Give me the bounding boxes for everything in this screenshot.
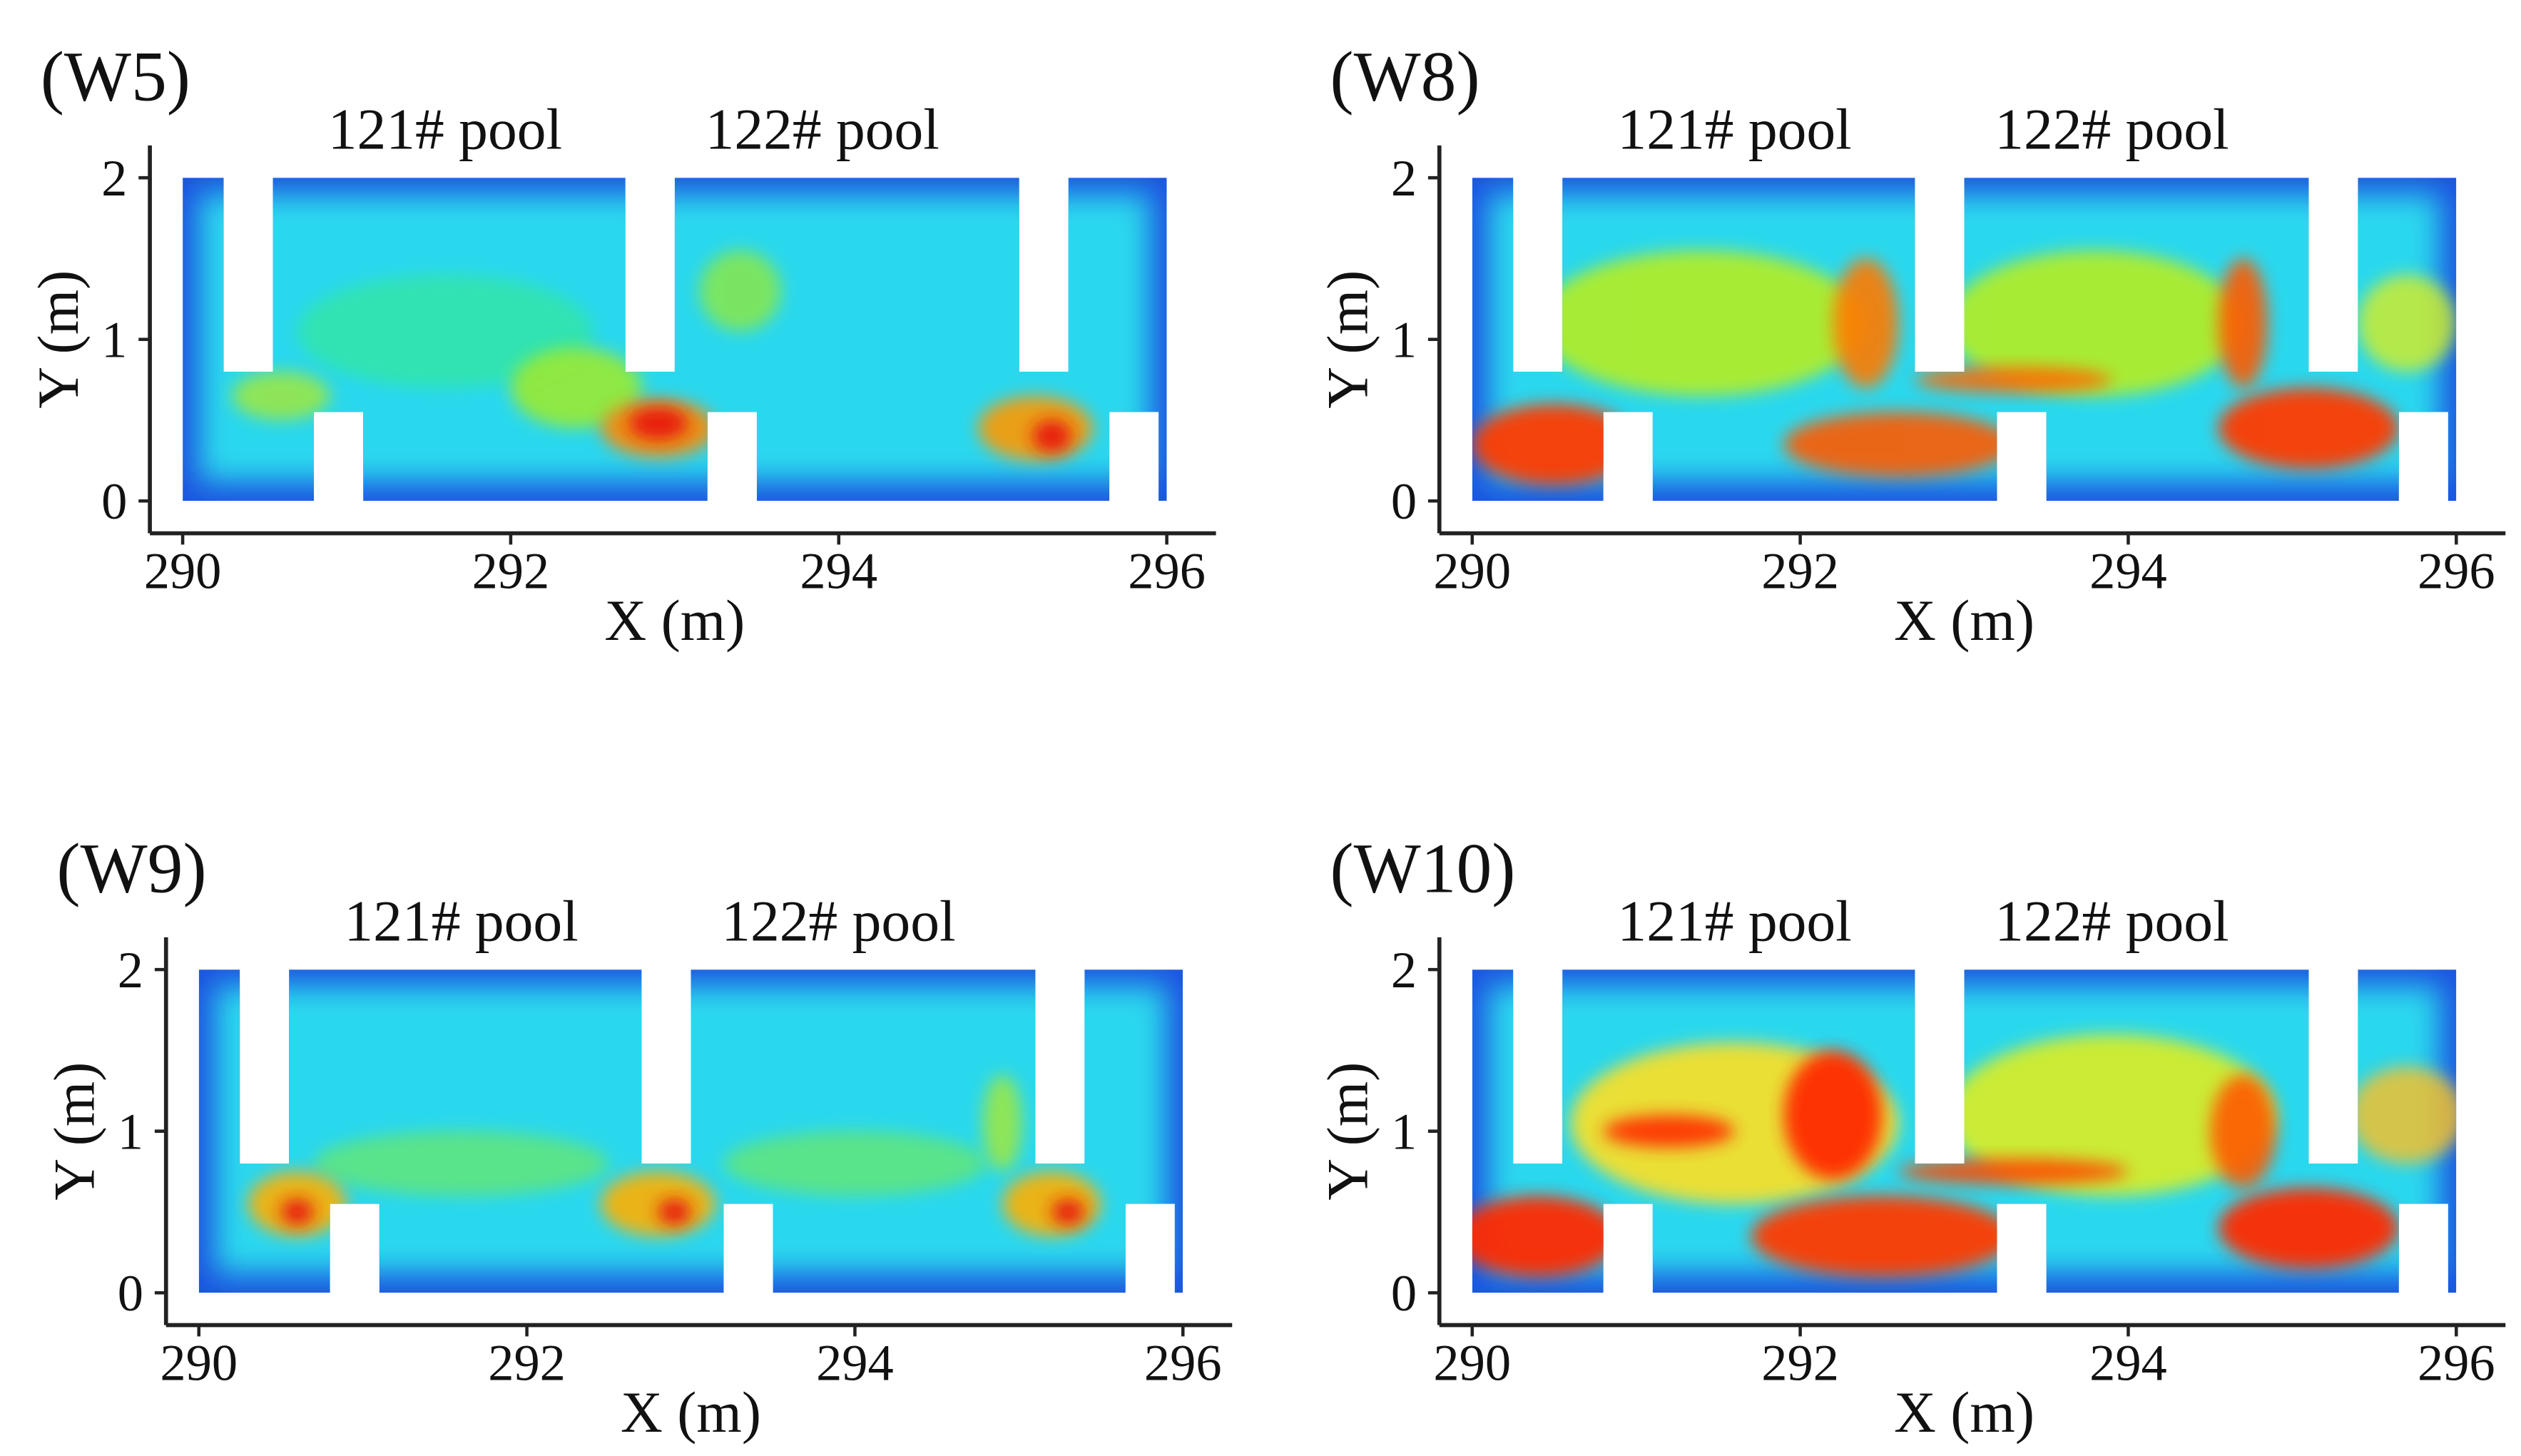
- field-blob: [1947, 1034, 2276, 1196]
- field-blob: [723, 1131, 987, 1196]
- x-axis-label: X (m): [621, 1380, 761, 1445]
- y-axis-label: Y (m): [1315, 1062, 1380, 1201]
- y-tick-label: 2: [118, 941, 143, 999]
- pool-label: 122# pool: [721, 888, 955, 953]
- x-tick-label: 294: [2089, 1334, 2167, 1392]
- chart-title: (W10): [1330, 828, 1515, 907]
- flow-field: [198, 969, 1183, 1293]
- field-blob: [280, 1198, 314, 1226]
- field-blob: [510, 347, 642, 429]
- x-tick-label: 294: [2089, 542, 2167, 600]
- y-tick-label: 1: [101, 311, 127, 369]
- field-blob: [1603, 1115, 1735, 1148]
- flow-field: [183, 178, 1167, 502]
- field-blob: [2218, 1187, 2399, 1269]
- field-blob: [2349, 1066, 2457, 1164]
- pool-label: 121# pool: [344, 888, 578, 953]
- y-tick-label: 2: [101, 149, 127, 207]
- chart-title: (W9): [56, 828, 206, 907]
- pool-label: 121# pool: [1617, 888, 1851, 953]
- field-blob: [628, 407, 688, 440]
- panel: 290 292 294 296 0 1 2 (W9) 121# pool 122# pool X (…: [41, 828, 1233, 1445]
- field-blob: [1032, 419, 1072, 453]
- x-axis-label: X (m): [1894, 588, 2034, 653]
- field-blob: [313, 1131, 609, 1196]
- field-blob: [1537, 250, 1866, 396]
- y-tick-label: 1: [1391, 1103, 1417, 1161]
- pool-label: 122# pool: [1995, 96, 2229, 161]
- y-tick-label: 2: [1391, 941, 1417, 999]
- x-tick-label: 290: [1433, 542, 1511, 600]
- y-axis-label: Y (m): [26, 270, 91, 409]
- field-blob: [1898, 1159, 2129, 1185]
- panel: 290 292 294 296 0 1 2 (W5) 121# pool 122# pool X (…: [26, 36, 1216, 653]
- field-blob: [1947, 250, 2244, 396]
- y-tick-label: 1: [1391, 311, 1417, 369]
- field-blob: [982, 1074, 1022, 1172]
- chart-title: (W5): [41, 36, 190, 116]
- panel: 290 292 294 296 0 1 2 (W10) 121# pool 122# pool X …: [1315, 828, 2506, 1445]
- field-blob: [297, 275, 593, 388]
- y-tick-label: 0: [1391, 1264, 1417, 1322]
- field-blob: [2218, 258, 2268, 388]
- x-axis-label: X (m): [604, 588, 745, 653]
- x-tick-label: 292: [1761, 1334, 1839, 1392]
- field-blob: [1833, 258, 1899, 388]
- y-tick-label: 0: [118, 1264, 143, 1322]
- x-tick-label: 290: [144, 542, 222, 600]
- field-blob: [1472, 1196, 1620, 1277]
- x-tick-label: 290: [1433, 1334, 1511, 1392]
- field-blob: [1751, 1196, 2014, 1277]
- x-tick-label: 292: [488, 1334, 566, 1392]
- field-blob: [1783, 1050, 1883, 1180]
- flow-field: [1472, 178, 2457, 502]
- flow-field: [1472, 969, 2457, 1293]
- y-tick-label: 0: [1391, 472, 1417, 530]
- y-axis-label: Y (m): [1315, 270, 1380, 409]
- chart-title: (W8): [1330, 36, 1480, 116]
- field-blob: [2358, 275, 2457, 372]
- x-tick-label: 296: [2418, 1334, 2495, 1392]
- x-tick-label: 296: [2418, 542, 2495, 600]
- pool-label: 121# pool: [328, 96, 562, 161]
- field-blob: [1783, 412, 2014, 477]
- y-tick-label: 2: [1391, 149, 1417, 207]
- field-blob: [2210, 1074, 2276, 1188]
- y-tick-label: 0: [101, 472, 127, 530]
- x-tick-label: 292: [472, 542, 550, 600]
- field-blob: [1915, 367, 2112, 393]
- field-blob: [2218, 387, 2399, 469]
- field-blob: [1051, 1198, 1085, 1226]
- field-blob: [601, 1171, 715, 1236]
- field-blob: [232, 372, 331, 420]
- x-tick-label: 296: [1144, 1334, 1222, 1392]
- x-axis-label: X (m): [1894, 1380, 2034, 1445]
- field-blob: [699, 250, 782, 332]
- y-tick-label: 1: [118, 1103, 143, 1161]
- pool-label: 122# pool: [1995, 888, 2229, 953]
- x-tick-label: 296: [1128, 542, 1206, 600]
- x-tick-label: 290: [160, 1334, 238, 1392]
- pool-label: 121# pool: [1617, 96, 1851, 161]
- y-axis-label: Y (m): [41, 1062, 106, 1201]
- field-blob: [1002, 1171, 1101, 1236]
- x-tick-label: 292: [1761, 542, 1839, 600]
- panel: 290 292 294 296 0 1 2 (W8) 121# pool 122# pool X (…: [1315, 36, 2506, 653]
- x-tick-label: 294: [816, 1334, 894, 1392]
- pool-label: 122# pool: [706, 96, 939, 161]
- x-tick-label: 294: [800, 542, 877, 600]
- field-blob: [658, 1198, 691, 1226]
- field-blob: [1472, 404, 1636, 485]
